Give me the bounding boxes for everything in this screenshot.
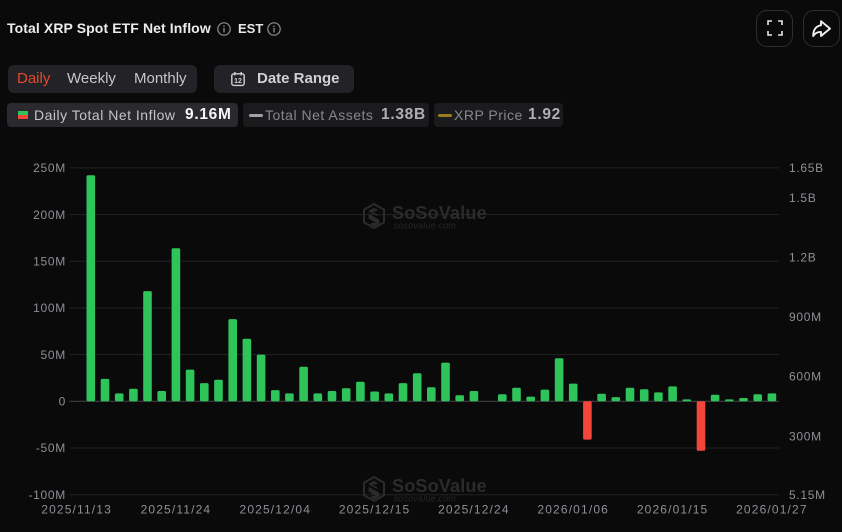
svg-text:150M: 150M — [33, 255, 66, 269]
svg-text:1.2B: 1.2B — [789, 251, 817, 265]
svg-text:0: 0 — [59, 395, 66, 409]
svg-text:2025/12/15: 2025/12/15 — [339, 503, 411, 517]
svg-text:-100M: -100M — [28, 488, 66, 502]
svg-text:2026/01/27: 2026/01/27 — [736, 503, 808, 517]
svg-text:-50M: -50M — [36, 441, 66, 455]
svg-text:200M: 200M — [33, 208, 66, 222]
svg-text:2026/01/15: 2026/01/15 — [637, 503, 709, 517]
svg-text:1.5B: 1.5B — [789, 191, 817, 205]
svg-text:1.65B: 1.65B — [789, 161, 824, 175]
svg-text:600M: 600M — [789, 370, 822, 384]
svg-text:2025/11/24: 2025/11/24 — [141, 503, 212, 517]
svg-text:2025/12/24: 2025/12/24 — [438, 503, 510, 517]
svg-text:12: 12 — [234, 78, 242, 85]
svg-text:50M: 50M — [41, 348, 66, 362]
svg-text:300M: 300M — [789, 429, 822, 443]
svg-text:2025/12/04: 2025/12/04 — [240, 503, 312, 517]
svg-text:5.15M: 5.15M — [789, 488, 826, 502]
svg-text:sosovalue.com: sosovalue.com — [394, 221, 457, 231]
svg-text:900M: 900M — [789, 310, 822, 324]
svg-text:250M: 250M — [33, 161, 66, 175]
svg-text:2025/11/13: 2025/11/13 — [41, 503, 112, 517]
svg-text:2026/01/06: 2026/01/06 — [537, 503, 609, 517]
svg-text:sosovalue.com: sosovalue.com — [394, 494, 457, 504]
svg-text:SoSoValue: SoSoValue — [392, 476, 487, 496]
svg-text:SoSoValue: SoSoValue — [392, 203, 487, 223]
svg-text:100M: 100M — [33, 301, 66, 315]
